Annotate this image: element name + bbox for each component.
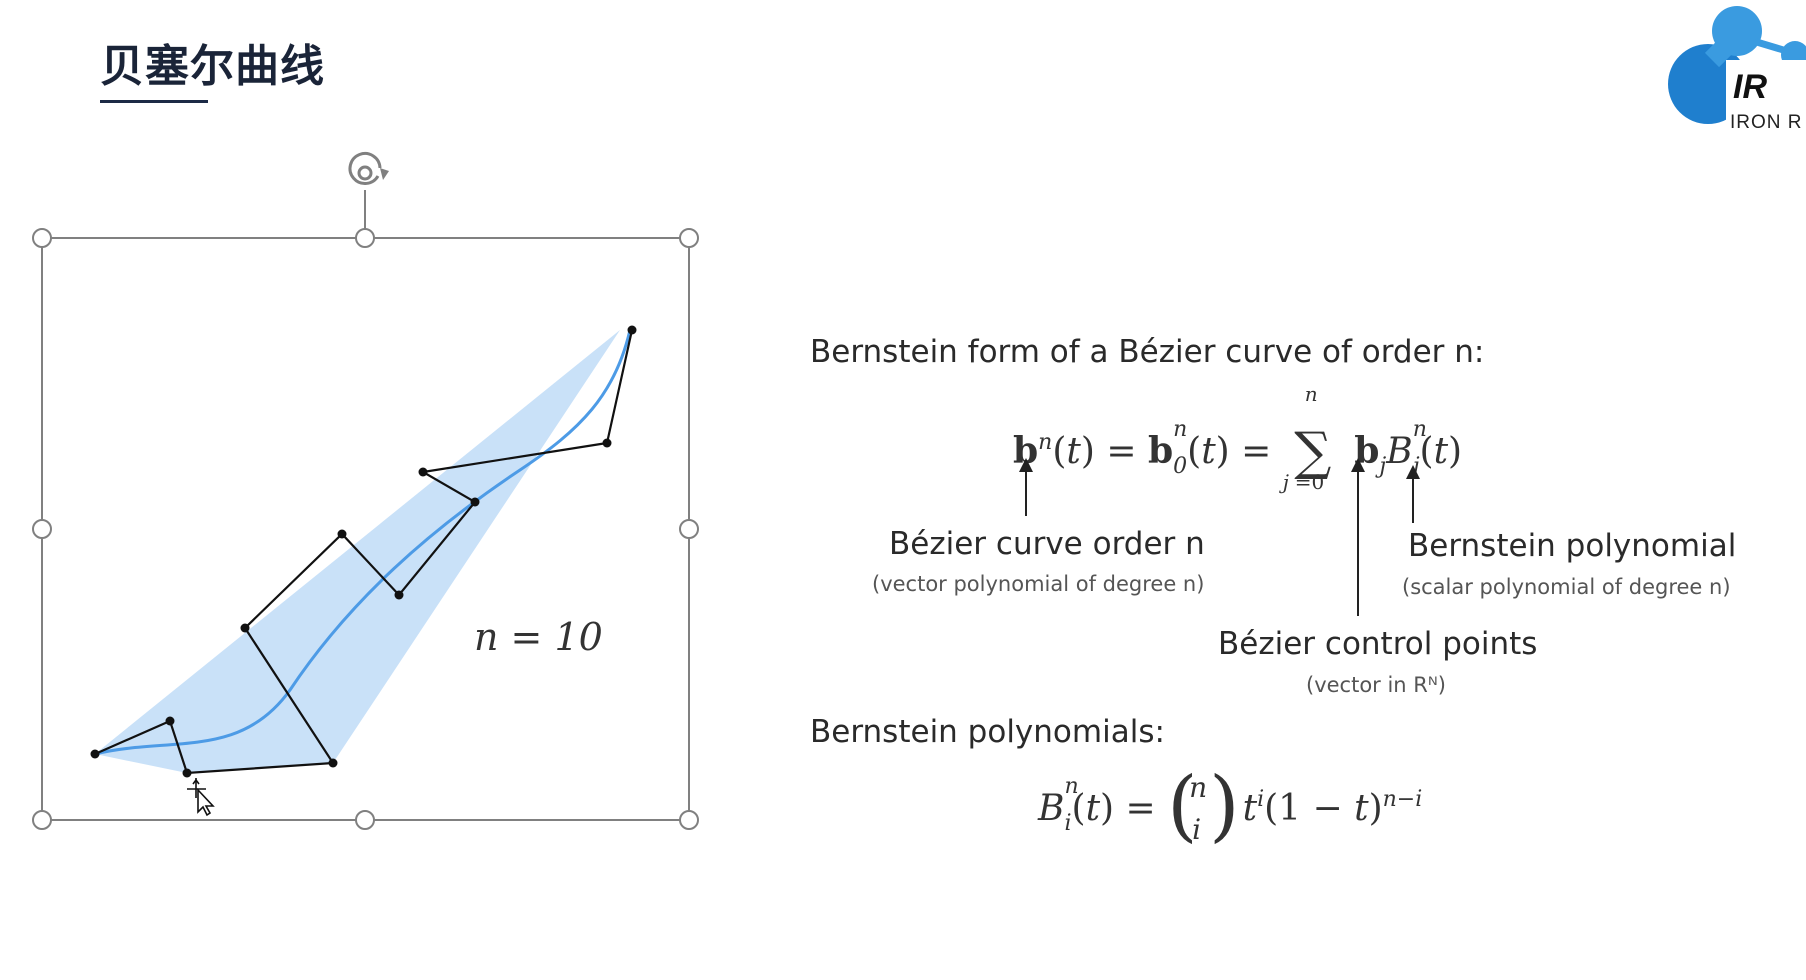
bernstein-form-heading: Bernstein form of a Bézier curve of orde… [810, 334, 1485, 370]
logo-name: IRON R [1730, 112, 1803, 133]
annot-bernstein: Bernstein polynomial [1408, 528, 1737, 564]
resize-handle-s [355, 810, 375, 830]
rotate-handle-icon [348, 152, 389, 185]
resize-handle-n [355, 228, 375, 248]
bernstein-polynomials-heading: Bernstein polynomials: [810, 714, 1165, 750]
control-point [328, 758, 338, 768]
control-point [240, 623, 250, 633]
resize-handle-e [679, 519, 699, 539]
slide-title: 贝塞尔曲线 [100, 41, 325, 92]
control-point [418, 467, 428, 477]
control-point [627, 325, 637, 335]
bezier-figure[interactable]: n = 10 [0, 0, 760, 860]
bezier-formula: bn(t) = bn0(t) = n ∑ j=0 bjBnj(t) [1013, 382, 1463, 494]
resize-handle-ne [679, 228, 699, 248]
resize-handle-w [32, 519, 52, 539]
title-underline [100, 100, 208, 103]
control-points [90, 325, 637, 778]
logo-mark-icon [1668, 6, 1806, 140]
annot-bernstein-sub: (scalar polynomial of degree n) [1402, 575, 1731, 599]
order-label: n = 10 [474, 615, 603, 659]
iron-logo: IR IRON R [1640, 0, 1806, 140]
arrow-bernstein-icon [1406, 465, 1420, 523]
annot-curve-order: Bézier curve order n [889, 526, 1205, 562]
control-point [90, 749, 100, 759]
control-point [602, 438, 612, 448]
control-point [394, 590, 404, 600]
control-point [337, 529, 347, 539]
annot-control-points: Bézier control points [1218, 626, 1538, 662]
resize-handle-sw [32, 810, 52, 830]
annot-curve-order-sub: (vector polynomial of degree n) [872, 572, 1205, 596]
arrow-control-icon [1351, 458, 1365, 616]
annot-control-points-sub: (vector in Rᴺ) [1306, 673, 1446, 697]
resize-handle-nw [32, 228, 52, 248]
resize-handle-se [679, 810, 699, 830]
logo-mark-text: IR [1733, 68, 1767, 106]
move-cursor-icon [187, 778, 215, 817]
bezier-curve [94, 329, 632, 756]
control-point [470, 497, 480, 507]
control-point [182, 768, 192, 778]
arrow-order-icon [1019, 458, 1033, 516]
control-point [165, 716, 175, 726]
